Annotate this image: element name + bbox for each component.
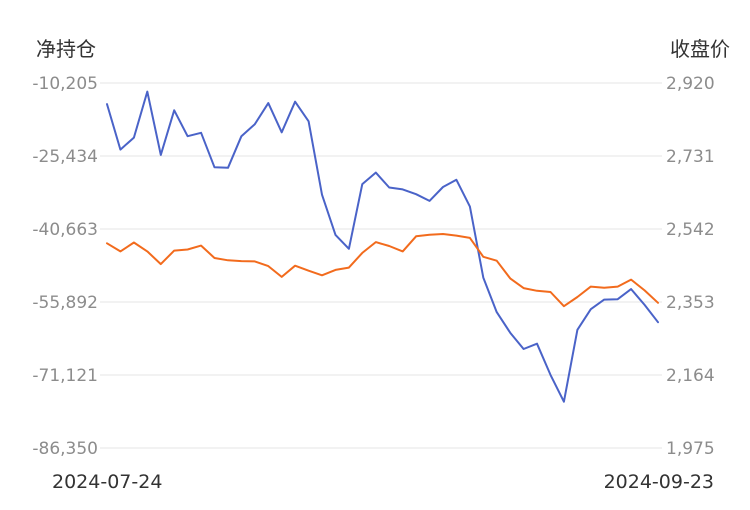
right-axis-title: 收盘价	[670, 37, 730, 61]
series-lines	[106, 90, 659, 403]
left-tick-label: -86,350	[32, 439, 98, 459]
right-tick-label: 2,731	[666, 147, 715, 167]
right-tick-label: 2,353	[666, 293, 715, 313]
right-tick-label: 2,164	[666, 366, 715, 386]
x-start-date: 2024-07-24	[52, 471, 162, 493]
left-axis-title: 净持仓	[36, 37, 96, 61]
left-tick-label: -10,205	[32, 74, 98, 94]
x-end-date: 2024-09-23	[604, 471, 714, 493]
left-tick-label: -55,892	[32, 293, 98, 313]
right-tick-label: 2,920	[666, 74, 715, 94]
right-tick-label: 2,542	[666, 220, 715, 240]
left-tick-label: -71,121	[32, 366, 98, 386]
net-position-line	[106, 90, 659, 403]
left-tick-label: -25,434	[32, 147, 98, 167]
left-tick-label: -40,663	[32, 220, 98, 240]
grid-lines	[100, 82, 662, 449]
right-tick-label: 1,975	[666, 439, 715, 459]
right-axis-ticks: 2,920 2,731 2,542 2,353 2,164 1,975	[666, 74, 715, 459]
left-axis-ticks: -10,205 -25,434 -40,663 -55,892 -71,121 -86,3…	[32, 74, 98, 459]
close-price-line	[106, 233, 659, 308]
